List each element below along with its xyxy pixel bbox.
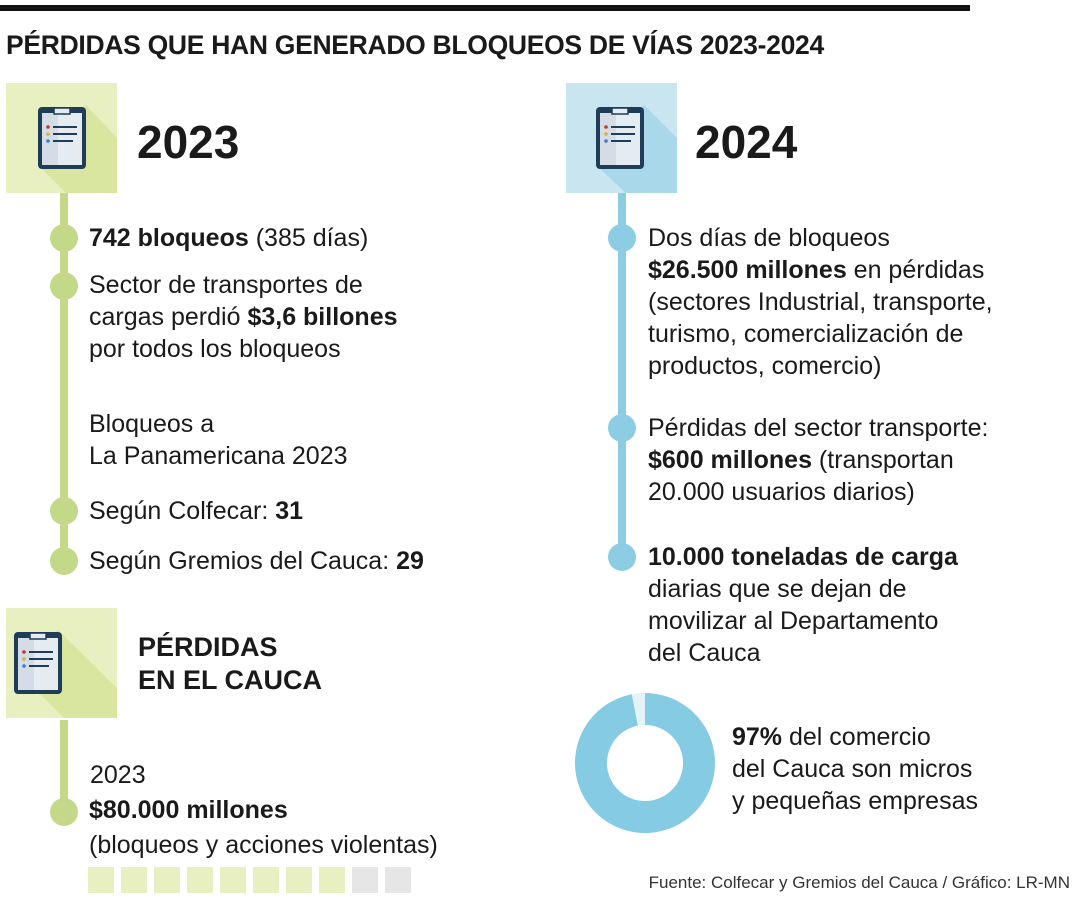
item-gremios: Según Gremios del Cauca: 29 bbox=[89, 547, 424, 575]
timeline-line-2024 bbox=[618, 193, 626, 557]
clipboard-icon bbox=[6, 83, 117, 193]
square-filled bbox=[88, 867, 114, 893]
timeline-dot bbox=[608, 543, 636, 571]
year-2024: 2024 bbox=[695, 116, 798, 168]
year-2023: 2023 bbox=[137, 116, 240, 168]
item-colfecar: Según Colfecar: 31 bbox=[89, 497, 304, 525]
timeline-dot bbox=[608, 224, 636, 252]
item-sector-transporte: Pérdidas del sector transporte: $600 mil… bbox=[648, 414, 989, 506]
item-bloqueos: 742 bloqueos (385 días) bbox=[89, 224, 369, 252]
losses-year: 2023 bbox=[90, 761, 146, 789]
timeline-dot bbox=[50, 497, 78, 525]
square-filled bbox=[121, 867, 147, 893]
square-filled bbox=[220, 867, 246, 893]
losses-title: PÉRDIDAS EN EL CAUCA bbox=[138, 632, 323, 695]
page-title: PÉRDIDAS QUE HAN GENERADO BLOQUEOS DE VÍ… bbox=[6, 30, 824, 60]
square-empty bbox=[385, 867, 411, 893]
square-empty bbox=[352, 867, 378, 893]
square-filled bbox=[286, 867, 312, 893]
timeline-dot bbox=[50, 224, 78, 252]
timeline-dot bbox=[50, 547, 78, 575]
donut-text: 97% del comercio del Cauca son micros y … bbox=[732, 723, 978, 815]
timeline-dot bbox=[50, 272, 78, 300]
timeline-dot bbox=[50, 798, 78, 826]
timeline-line-2023 bbox=[60, 193, 68, 563]
losses-amount: $80.000 millones bbox=[89, 796, 288, 824]
square-filled bbox=[187, 867, 213, 893]
item-dos-dias: Dos días de bloqueos $26.500 millones en… bbox=[648, 224, 993, 380]
source-note: Fuente: Colfecar y Gremios del Cauca / G… bbox=[648, 873, 1070, 892]
donut-slice-rest bbox=[631, 693, 645, 726]
donut-chart bbox=[575, 693, 715, 833]
square-filled bbox=[154, 867, 180, 893]
losses-note: (bloqueos y acciones violentas) bbox=[89, 831, 438, 859]
item-toneladas: 10.000 toneladas de carga diarias que se… bbox=[648, 543, 958, 667]
item-transporte-carga: Sector de transportes de cargas perdió $… bbox=[89, 271, 398, 363]
timeline-line-losses bbox=[60, 720, 68, 812]
item-panamericana: Bloqueos a La Panamericana 2023 bbox=[89, 410, 348, 470]
donut-slice-main bbox=[575, 693, 715, 833]
clipboard-icon bbox=[6, 608, 117, 718]
timeline-dot bbox=[608, 414, 636, 442]
square-filled bbox=[253, 867, 279, 893]
square-filled bbox=[319, 867, 345, 893]
clipboard-icon bbox=[566, 83, 677, 193]
top-rule bbox=[0, 5, 970, 11]
